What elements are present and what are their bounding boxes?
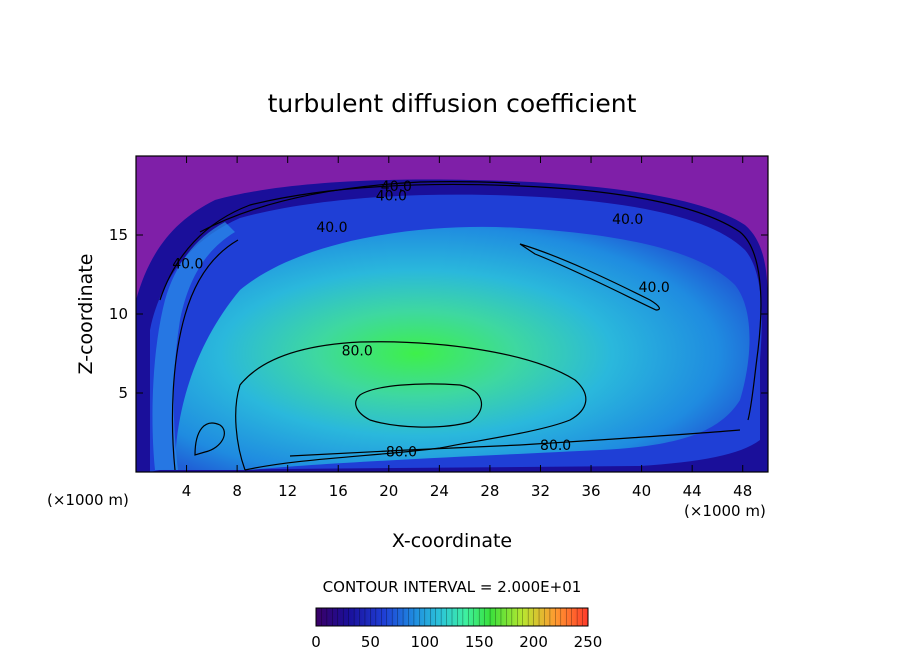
- y-tick-label: 10: [109, 305, 128, 323]
- plot-area: [136, 156, 768, 472]
- x-tick-label: 28: [480, 482, 499, 500]
- contour-80-lower: [289, 429, 741, 457]
- colorbar: 0 50 100 150 200 250: [311, 607, 602, 651]
- contour-core: [355, 383, 483, 428]
- field-core: [175, 226, 750, 470]
- contour-left: [171, 239, 239, 471]
- colorbar-tick-label: 100: [410, 633, 439, 651]
- x-unit-left: (×1000 m): [47, 491, 129, 509]
- x-tick-label: 8: [232, 482, 242, 500]
- y-tick-label: 15: [109, 226, 128, 244]
- x-tick-label: 16: [329, 482, 348, 500]
- contour-label: 80.0: [540, 438, 571, 454]
- contour-left-2: [194, 422, 225, 456]
- colorbar-tick-label: 150: [465, 633, 494, 651]
- x-tick-label: 32: [531, 482, 550, 500]
- colorbar-ticks: 0 50 100 150 200 250: [311, 633, 602, 651]
- x-axis-title: X-coordinate: [392, 530, 512, 552]
- x-tick-label: 40: [632, 482, 651, 500]
- contour-80-main: [235, 341, 587, 471]
- x-tick-label: 36: [581, 482, 600, 500]
- x-tick-label: 12: [278, 482, 297, 500]
- contour-label: 40.0: [612, 212, 643, 228]
- y-axis-ticks: 5 10 15: [109, 226, 768, 402]
- colorbar-tick-label: 0: [311, 633, 321, 651]
- contour-label: 40.0: [376, 189, 407, 205]
- contour-label: 40.0: [381, 179, 412, 195]
- colorbar-stripes: [321, 608, 583, 626]
- contour-label: 40.0: [639, 280, 670, 296]
- x-unit-right: (×1000 m): [684, 502, 766, 520]
- contour-labels: 40.040.040.0 40.040.040.080.080.0 80.0: [172, 179, 670, 460]
- contour-40-outer: [159, 183, 762, 421]
- contour-label: 80.0: [386, 444, 417, 460]
- x-tick-label: 24: [430, 482, 449, 500]
- contour-label: 80.0: [342, 343, 373, 359]
- contour-label: 40.0: [316, 220, 347, 236]
- y-tick-label: 5: [118, 384, 128, 402]
- colorbar-tick-label: 50: [361, 633, 380, 651]
- x-axis-ticks: 4 8 12 16 20 24 28 32 36 40 44 48: [182, 156, 752, 500]
- x-tick-label: 48: [733, 482, 752, 500]
- y-axis-title: Z-coordinate: [75, 254, 97, 375]
- contour-interval-label: CONTOUR INTERVAL = 2.000E+01: [323, 578, 582, 596]
- x-tick-label: 4: [182, 482, 192, 500]
- contour-40-top: [199, 181, 521, 233]
- colorbar-border: [315, 607, 589, 627]
- chart-title: turbulent diffusion coefficient: [268, 89, 637, 118]
- colorbar-tick-label: 200: [519, 633, 548, 651]
- contour-40-inner: [519, 243, 660, 311]
- x-tick-label: 44: [683, 482, 702, 500]
- x-tick-label: 20: [379, 482, 398, 500]
- contour-label: 40.0: [172, 256, 203, 272]
- colorbar-tick-label: 250: [574, 633, 603, 651]
- contour-lines: [159, 181, 762, 471]
